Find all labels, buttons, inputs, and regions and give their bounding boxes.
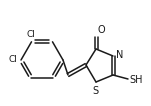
- Text: N: N: [116, 50, 123, 60]
- Text: Cl: Cl: [8, 56, 17, 64]
- Text: O: O: [97, 25, 105, 35]
- Text: SH: SH: [129, 75, 143, 85]
- Text: S: S: [92, 86, 98, 96]
- Text: Cl: Cl: [26, 30, 35, 39]
